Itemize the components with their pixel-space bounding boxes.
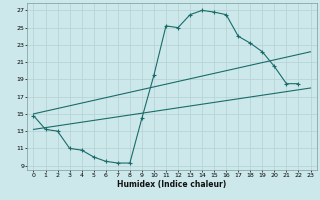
X-axis label: Humidex (Indice chaleur): Humidex (Indice chaleur): [117, 180, 227, 189]
